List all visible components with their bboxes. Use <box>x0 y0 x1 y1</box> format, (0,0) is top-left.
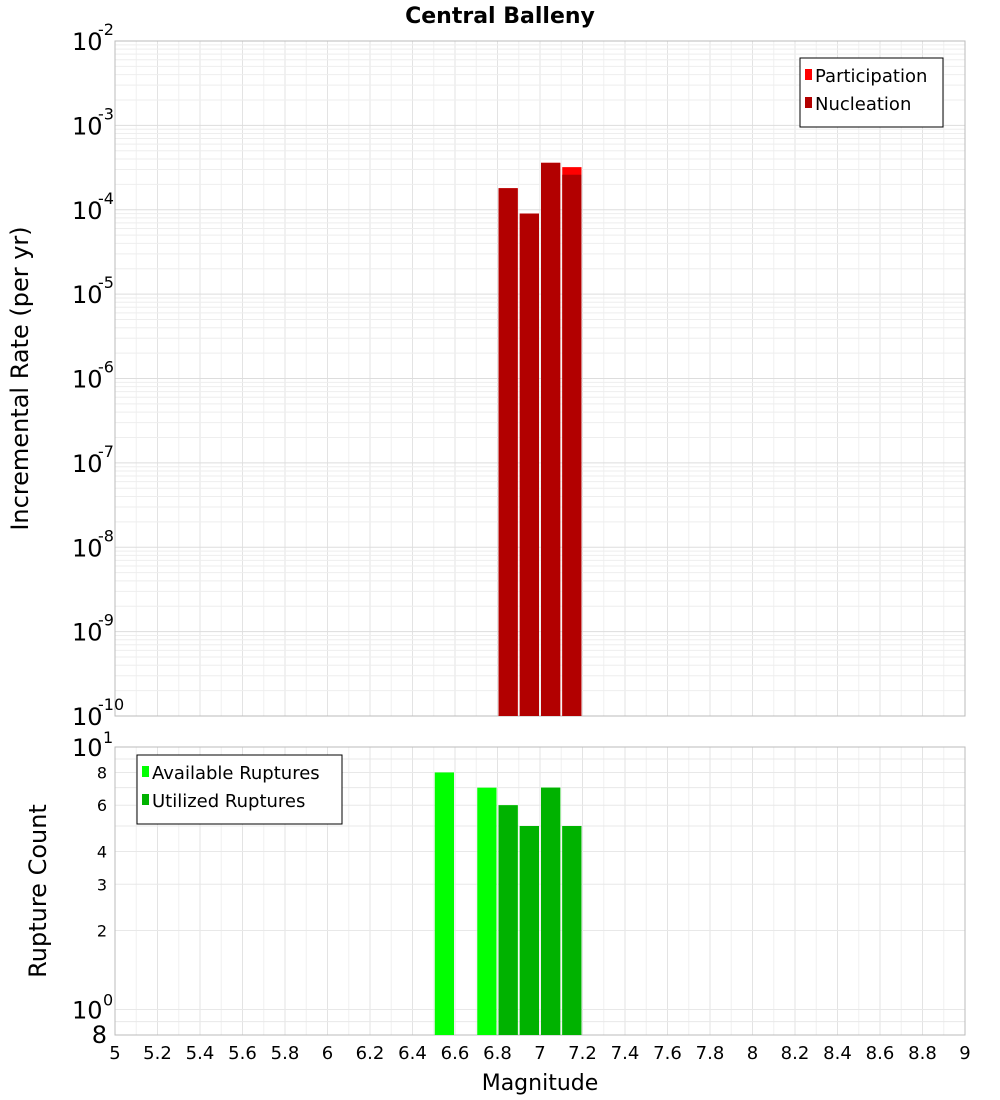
nucleation-bar <box>562 174 582 716</box>
svg-text:-4: -4 <box>98 189 114 208</box>
x-tick-label: 7.8 <box>696 1043 725 1064</box>
svg-text:10: 10 <box>72 366 103 394</box>
legend-box <box>799 57 944 128</box>
x-tick-label: 8.4 <box>823 1043 852 1064</box>
utilized-ruptures-bar <box>498 805 518 1035</box>
top-y-axis-label: Incremental Rate (per yr) <box>6 226 34 530</box>
utilized-ruptures-bar <box>541 787 561 1035</box>
svg-text:0: 0 <box>103 991 113 1010</box>
top-legend: Participation Nucleation <box>799 57 944 128</box>
x-tick-label: 7.6 <box>653 1043 682 1064</box>
x-tick-label: 7.2 <box>568 1043 597 1064</box>
y-tick-label: 10-10 <box>72 695 124 731</box>
legend-swatch <box>142 766 149 777</box>
y-tick-label: 10-5 <box>72 273 114 309</box>
y-tick-label: 10 0 <box>72 991 113 1025</box>
bottom-legend: Available Ruptures Utilized Ruptures <box>136 754 343 825</box>
x-tick-label: 6.8 <box>483 1043 512 1064</box>
y-tick-label: 8 <box>97 763 107 782</box>
legend-label: Nucleation <box>815 94 911 115</box>
y-tick-label: 10 1 <box>72 728 113 762</box>
svg-text:1: 1 <box>103 728 113 747</box>
legend-label: Utilized Ruptures <box>152 791 305 812</box>
legend-swatch <box>142 794 149 805</box>
svg-text:10: 10 <box>72 197 103 225</box>
x-tick-label: 5 <box>109 1043 120 1064</box>
utilized-ruptures-bar <box>519 826 539 1035</box>
x-tick-label: 6.6 <box>441 1043 470 1064</box>
y-tick-label: 3 <box>97 875 107 894</box>
available-ruptures-bar <box>434 772 454 1035</box>
y-tick-label: 10-2 <box>72 20 114 56</box>
svg-text:10: 10 <box>72 734 103 762</box>
nucleation-bar <box>541 162 561 716</box>
x-tick-label: 9 <box>959 1043 970 1064</box>
legend-box <box>136 754 343 825</box>
legend-label: Available Ruptures <box>152 763 320 784</box>
x-tick-label: 7 <box>534 1043 545 1064</box>
svg-text:-2: -2 <box>98 20 114 39</box>
svg-text:10: 10 <box>72 281 103 309</box>
legend-label: Participation <box>815 66 927 87</box>
svg-text:-10: -10 <box>98 695 124 714</box>
svg-text:10: 10 <box>72 703 103 731</box>
svg-text:-6: -6 <box>98 358 114 377</box>
nucleation-bar <box>498 188 518 717</box>
x-tick-label: 5.2 <box>143 1043 172 1064</box>
x-tick-label: 8 <box>747 1043 758 1064</box>
y-tick-label: 10-9 <box>72 611 114 647</box>
svg-text:10: 10 <box>72 28 103 56</box>
legend-swatch <box>805 97 812 108</box>
x-tick-label: 5.8 <box>271 1043 300 1064</box>
chart-title: Central Balleny <box>405 4 595 29</box>
x-tick-label: 7.4 <box>611 1043 640 1064</box>
y-tick-label: 4 <box>97 842 107 861</box>
x-tick-label: 5.6 <box>228 1043 257 1064</box>
x-tick-label: 6.2 <box>356 1043 385 1064</box>
svg-text:10: 10 <box>72 112 103 140</box>
y-tick-label: 10-8 <box>72 526 114 562</box>
top-plot-area <box>114 40 966 717</box>
y-tick-label: 10-4 <box>72 189 114 225</box>
svg-text:10: 10 <box>72 450 103 478</box>
legend-swatch <box>805 69 812 80</box>
y-tick-label: 6 <box>97 796 107 815</box>
y-tick-label: 10-7 <box>72 442 114 478</box>
bottom-plot-area <box>114 746 966 1036</box>
x-tick-label: 8.8 <box>908 1043 937 1064</box>
svg-text:10: 10 <box>72 997 103 1025</box>
svg-text:-9: -9 <box>98 611 114 630</box>
svg-text:10: 10 <box>72 619 103 647</box>
x-axis-label: Magnitude <box>482 1071 599 1096</box>
x-tick-label: 8.2 <box>781 1043 810 1064</box>
utilized-ruptures-bar <box>562 826 582 1035</box>
svg-text:10: 10 <box>72 534 103 562</box>
y-tick-label: 10-6 <box>72 358 114 394</box>
x-tick-label: 8.6 <box>866 1043 895 1064</box>
x-tick-label: 5.4 <box>186 1043 215 1064</box>
y-tick-label: 2 <box>97 922 107 941</box>
nucleation-bar <box>519 213 539 717</box>
svg-text:-5: -5 <box>98 273 114 292</box>
available-ruptures-bar <box>477 787 497 1035</box>
svg-text:-7: -7 <box>98 442 114 461</box>
y-tick-label: 10-3 <box>72 104 114 140</box>
svg-text:-8: -8 <box>98 526 114 545</box>
y-tick-label: 8 <box>92 1021 107 1049</box>
svg-text:-3: -3 <box>98 104 114 123</box>
x-tick-label: 6 <box>322 1043 333 1064</box>
x-tick-label: 6.4 <box>398 1043 427 1064</box>
bottom-y-axis-label: Rupture Count <box>24 804 52 978</box>
